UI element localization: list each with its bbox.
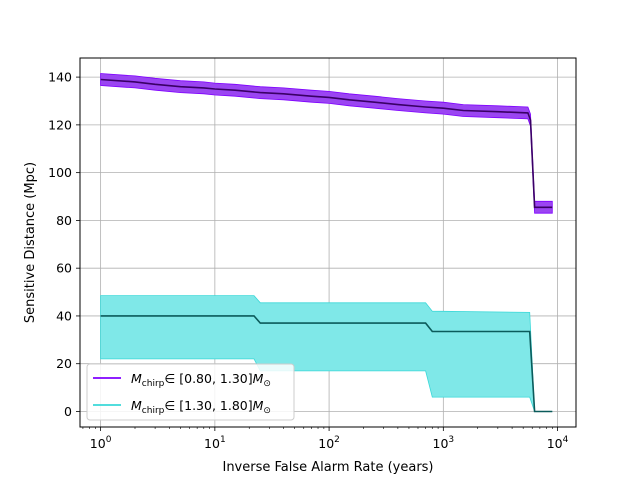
y-axis-label: Sensitive Distance (Mpc) (23, 162, 38, 323)
y-tick-label: 0 (64, 404, 72, 419)
y-tick-label: 120 (48, 117, 72, 132)
y-tick-label: 140 (48, 70, 72, 85)
y-tick-label: 60 (56, 261, 72, 276)
series-layer (100, 73, 553, 413)
x-tick-label: 104 (547, 435, 569, 451)
series-1-line (100, 78, 553, 209)
axis-ticks: 100 101 102 103 104 0 20 40 60 80 100 120 140 (48, 70, 569, 451)
legend-label-series-1: Mchirp∈ [0.80, 1.30]M⊙ (131, 371, 271, 389)
x-tick-label: 100 (90, 435, 112, 451)
series-2-line (100, 315, 553, 413)
x-axis-label: Inverse False Alarm Rate (years) (222, 460, 433, 475)
y-tick-label: 40 (56, 308, 72, 323)
legend: Mchirp∈ [0.80, 1.30]M⊙ Mchirp∈ [1.30, 1.8… (86, 363, 295, 421)
x-tick-label: 102 (318, 435, 340, 451)
x-tick-label: 101 (204, 435, 226, 451)
plot-area-frame (79, 57, 577, 428)
legend-box (86, 363, 295, 421)
y-tick-label: 80 (56, 213, 72, 228)
series-1-uncertainty-band (100, 73, 553, 214)
legend-label-series-2: Mchirp∈ [1.30, 1.80]M⊙ (131, 398, 271, 416)
y-tick-label: 100 (48, 165, 72, 180)
y-tick-label: 20 (56, 356, 72, 371)
x-tick-label: 103 (433, 435, 455, 451)
